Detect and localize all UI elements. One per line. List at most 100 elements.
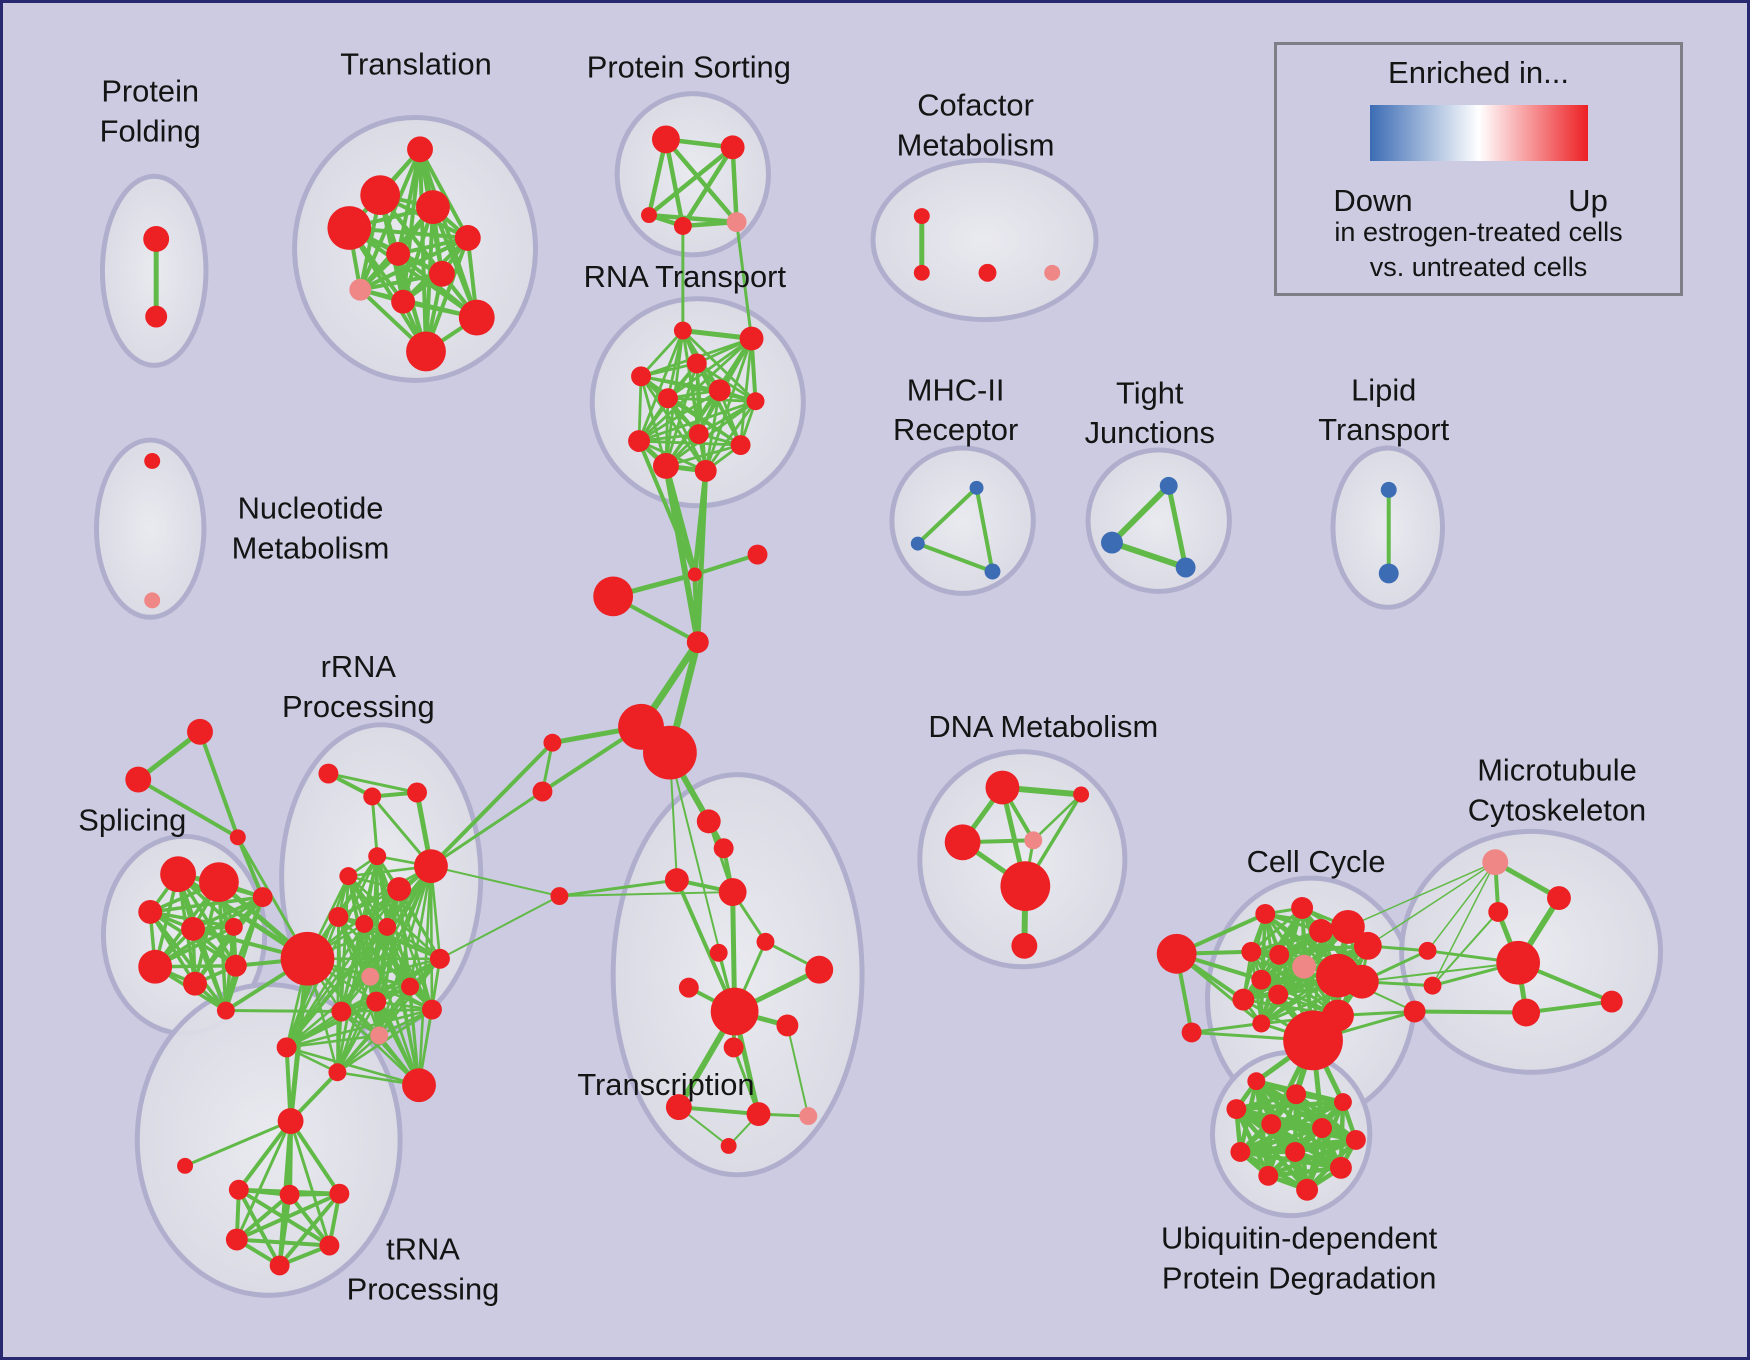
node-transcription-9[interactable] xyxy=(713,838,734,859)
node-splicing-3[interactable] xyxy=(181,916,205,941)
node-dna-metabolism-4[interactable] xyxy=(1000,861,1051,911)
node-transcription-7[interactable] xyxy=(532,781,553,802)
node-rrna-processing-5[interactable] xyxy=(387,877,412,902)
node-rrna-processing-4[interactable] xyxy=(339,867,358,886)
node-splicing-4[interactable] xyxy=(224,917,243,936)
node-cell-cycle-9[interactable] xyxy=(1292,954,1317,979)
node-nucleotide-metabolism-0[interactable] xyxy=(144,453,161,469)
node-splicing-7[interactable] xyxy=(224,954,247,977)
node-rna-transport-6[interactable] xyxy=(746,392,765,411)
node-microtubule-cytoskeleton-5[interactable] xyxy=(1423,976,1442,995)
node-rrna-processing-14[interactable] xyxy=(366,991,387,1012)
node-rrna-processing-20[interactable] xyxy=(402,1068,436,1103)
node-translation-1[interactable] xyxy=(360,175,401,216)
node-translation-0[interactable] xyxy=(407,136,433,163)
node-rna-transport-4[interactable] xyxy=(708,379,731,402)
node-cell-cycle-14[interactable] xyxy=(1232,988,1255,1011)
node-rna-transport-0[interactable] xyxy=(673,321,692,340)
node-rna-transport-11[interactable] xyxy=(694,459,717,482)
node-microtubule-cytoskeleton-0[interactable] xyxy=(1482,849,1509,876)
node-trna-processing-2[interactable] xyxy=(228,1179,249,1200)
node-trna-processing-5[interactable] xyxy=(225,1228,248,1251)
node-transcription-21[interactable] xyxy=(799,1107,818,1126)
node-rna-transport-7[interactable] xyxy=(688,424,709,445)
node-rrna-processing-21[interactable] xyxy=(550,887,569,906)
node-transcription-6[interactable] xyxy=(543,733,562,752)
node-ubiquitin-degradation-1[interactable] xyxy=(1286,1084,1307,1105)
node-trna-processing-6[interactable] xyxy=(319,1235,340,1256)
node-protein-sorting-2[interactable] xyxy=(641,207,657,224)
node-transcription-16[interactable] xyxy=(710,987,759,1036)
node-transcription-18[interactable] xyxy=(723,1037,744,1058)
node-cofactor-metabolism-1[interactable] xyxy=(913,264,930,281)
node-translation-4[interactable] xyxy=(454,225,481,251)
node-splicing-1[interactable] xyxy=(198,862,239,903)
node-cell-cycle-6[interactable] xyxy=(1353,931,1382,960)
node-translation-5[interactable] xyxy=(386,241,411,266)
node-transcription-1[interactable] xyxy=(593,576,634,617)
node-rrna-processing-16[interactable] xyxy=(331,1001,352,1022)
node-trna-processing-3[interactable] xyxy=(279,1184,300,1205)
node-splicing-0[interactable] xyxy=(160,856,197,893)
node-translation-6[interactable] xyxy=(428,260,455,287)
node-rrna-processing-7[interactable] xyxy=(328,906,349,927)
node-transcription-2[interactable] xyxy=(686,631,709,654)
node-dna-metabolism-5[interactable] xyxy=(1011,932,1038,959)
node-dna-metabolism-0[interactable] xyxy=(985,770,1020,805)
node-dna-metabolism-3[interactable] xyxy=(1024,831,1043,850)
node-ubiquitin-degradation-9[interactable] xyxy=(1329,1156,1352,1179)
node-transcription-14[interactable] xyxy=(805,955,834,984)
node-protein-sorting-3[interactable] xyxy=(673,217,692,235)
node-rna-transport-10[interactable] xyxy=(652,453,679,479)
node-transcription-20[interactable] xyxy=(746,1102,771,1127)
node-splicing-9[interactable] xyxy=(216,1001,235,1020)
node-cell-cycle-5[interactable] xyxy=(1330,909,1365,944)
node-lipid-transport-1[interactable] xyxy=(1378,563,1399,584)
node-transcription-3[interactable] xyxy=(747,544,768,565)
node-cell-cycle-1[interactable] xyxy=(1181,1022,1202,1043)
node-rna-transport-8[interactable] xyxy=(628,430,650,453)
node-rrna-processing-2[interactable] xyxy=(407,782,427,803)
node-cell-cycle-7[interactable] xyxy=(1241,941,1262,962)
node-ubiquitin-degradation-6[interactable] xyxy=(1345,1130,1366,1150)
node-ubiquitin-degradation-3[interactable] xyxy=(1226,1099,1247,1120)
node-microtubule-cytoskeleton-1[interactable] xyxy=(1547,886,1571,910)
node-rrna-processing-11[interactable] xyxy=(361,967,380,986)
node-cofactor-metabolism-3[interactable] xyxy=(1044,264,1061,281)
node-trna-processing-7[interactable] xyxy=(269,1255,290,1276)
node-splicing-6[interactable] xyxy=(183,971,207,996)
node-ubiquitin-degradation-11[interactable] xyxy=(1296,1178,1319,1201)
node-nucleotide-metabolism-1[interactable] xyxy=(144,592,161,609)
node-rrna-processing-3[interactable] xyxy=(368,847,387,866)
node-transcription-19[interactable] xyxy=(665,1094,692,1121)
node-microtubule-cytoskeleton-8[interactable] xyxy=(1600,990,1623,1013)
node-translation-10[interactable] xyxy=(406,331,446,372)
node-cell-cycle-15[interactable] xyxy=(1252,1014,1271,1033)
node-transcription-22[interactable] xyxy=(720,1137,737,1154)
node-trna-processing-0[interactable] xyxy=(277,1108,304,1134)
node-rna-transport-1[interactable] xyxy=(739,326,764,351)
node-splicing-2[interactable] xyxy=(138,900,163,924)
node-microtubule-cytoskeleton-6[interactable] xyxy=(1403,1000,1426,1023)
node-dna-metabolism-1[interactable] xyxy=(1073,786,1090,803)
node-satellite-triangle-1[interactable] xyxy=(125,766,152,793)
node-rna-transport-2[interactable] xyxy=(686,353,707,374)
node-transcription-12[interactable] xyxy=(756,932,775,951)
node-transcription-11[interactable] xyxy=(718,878,747,906)
node-transcription-0[interactable] xyxy=(687,567,702,582)
node-rrna-processing-17[interactable] xyxy=(370,1026,389,1045)
node-ubiquitin-degradation-4[interactable] xyxy=(1261,1114,1282,1134)
node-tight-junctions-1[interactable] xyxy=(1100,531,1123,554)
node-rrna-processing-19[interactable] xyxy=(328,1063,347,1082)
node-satellite-triangle-2[interactable] xyxy=(229,829,246,846)
node-cell-cycle-12[interactable] xyxy=(1344,964,1379,999)
node-protein-folding-0[interactable] xyxy=(143,226,170,252)
node-trna-processing-4[interactable] xyxy=(329,1183,350,1204)
node-protein-sorting-1[interactable] xyxy=(720,135,745,160)
node-protein-sorting-4[interactable] xyxy=(726,212,747,232)
node-tight-junctions-0[interactable] xyxy=(1159,476,1178,495)
node-cell-cycle-17[interactable] xyxy=(1283,1010,1343,1071)
node-rrna-processing-6[interactable] xyxy=(414,849,448,884)
node-transcription-5[interactable] xyxy=(643,725,697,780)
node-ubiquitin-degradation-7[interactable] xyxy=(1230,1141,1251,1162)
